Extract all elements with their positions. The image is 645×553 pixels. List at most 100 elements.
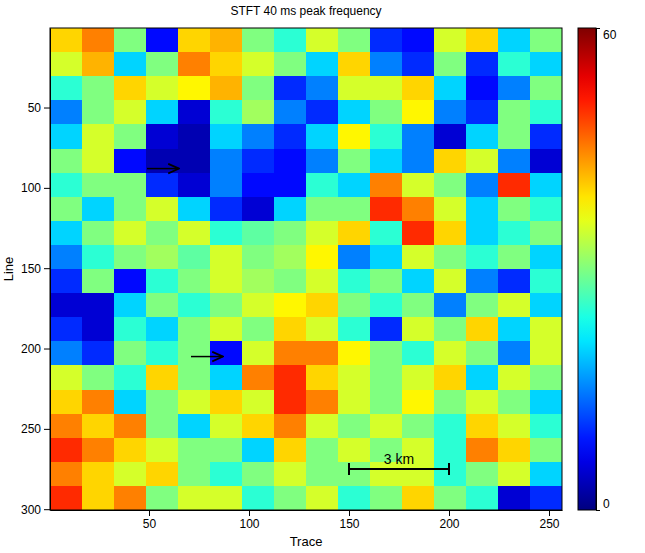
cell (82, 293, 115, 318)
cell (274, 149, 307, 174)
cell (146, 414, 179, 439)
cell (210, 438, 243, 463)
cell (338, 173, 371, 198)
cell (466, 341, 499, 366)
cell (498, 173, 531, 198)
cell (50, 100, 83, 125)
cell (50, 438, 83, 463)
cell (274, 341, 307, 366)
cell (498, 100, 531, 125)
cell (178, 293, 211, 318)
y-tick-mark (44, 429, 50, 430)
cell (210, 341, 243, 366)
cell (466, 438, 499, 463)
cell (114, 173, 147, 198)
y-tick-label: 300 (21, 503, 41, 517)
cell (402, 76, 435, 101)
cell (178, 245, 211, 270)
cell (274, 52, 307, 77)
cell (338, 341, 371, 366)
cell (242, 173, 275, 198)
cell (274, 124, 307, 149)
cell (498, 149, 531, 174)
colorbar-tick: 0 (596, 497, 610, 511)
cell (530, 462, 562, 487)
cell (82, 365, 115, 390)
cell (466, 197, 499, 222)
cell (402, 245, 435, 270)
cell (82, 390, 115, 415)
cell (82, 414, 115, 439)
cell (370, 76, 403, 101)
cell (82, 52, 115, 77)
cell (146, 462, 179, 487)
cell (530, 52, 562, 77)
cell (274, 100, 307, 125)
cell (210, 52, 243, 77)
cell (114, 52, 147, 77)
plot-area (50, 28, 562, 510)
cell (210, 390, 243, 415)
cell (370, 269, 403, 294)
cell (530, 124, 562, 149)
cell (530, 245, 562, 270)
colorbar-axis: 0 60 (596, 28, 617, 511)
cell (498, 486, 531, 510)
cell (82, 462, 115, 487)
cell (114, 414, 147, 439)
cell (466, 173, 499, 198)
cell (178, 149, 211, 174)
cell (146, 76, 179, 101)
cell (402, 341, 435, 366)
cell (402, 293, 435, 318)
y-tick: 100 (21, 181, 50, 195)
cell (178, 438, 211, 463)
cell (530, 438, 562, 463)
cell (498, 293, 531, 318)
cell (242, 221, 275, 246)
cell (82, 317, 115, 342)
cell (370, 341, 403, 366)
cell (466, 221, 499, 246)
cell (82, 197, 115, 222)
cell (146, 221, 179, 246)
cell (434, 52, 467, 77)
cell (274, 245, 307, 270)
cell (210, 414, 243, 439)
cell (210, 197, 243, 222)
cell (434, 76, 467, 101)
cell (82, 76, 115, 101)
cell (50, 269, 83, 294)
cell (402, 173, 435, 198)
cell (114, 28, 147, 53)
cell (370, 124, 403, 149)
cell (498, 365, 531, 390)
cell (82, 245, 115, 270)
cell (498, 221, 531, 246)
cell (530, 293, 562, 318)
cell (178, 414, 211, 439)
y-tick: 300 (21, 503, 50, 517)
cell (306, 486, 339, 510)
cell (370, 149, 403, 174)
y-tick-label: 200 (21, 342, 41, 356)
x-tick: 200 (439, 510, 459, 531)
x-tick-label: 100 (239, 517, 259, 531)
cell (370, 245, 403, 270)
cell (402, 124, 435, 149)
cell (434, 293, 467, 318)
cell (306, 245, 339, 270)
cell (146, 438, 179, 463)
cell (466, 28, 499, 53)
cell (146, 486, 179, 510)
cell (466, 486, 499, 510)
cell (434, 245, 467, 270)
cell (498, 462, 531, 487)
cell (466, 390, 499, 415)
cell (306, 173, 339, 198)
x-tick-label: 250 (539, 517, 559, 531)
cell (306, 365, 339, 390)
colorbar-tick-label: 60 (603, 28, 617, 42)
cell (370, 365, 403, 390)
cell (434, 149, 467, 174)
